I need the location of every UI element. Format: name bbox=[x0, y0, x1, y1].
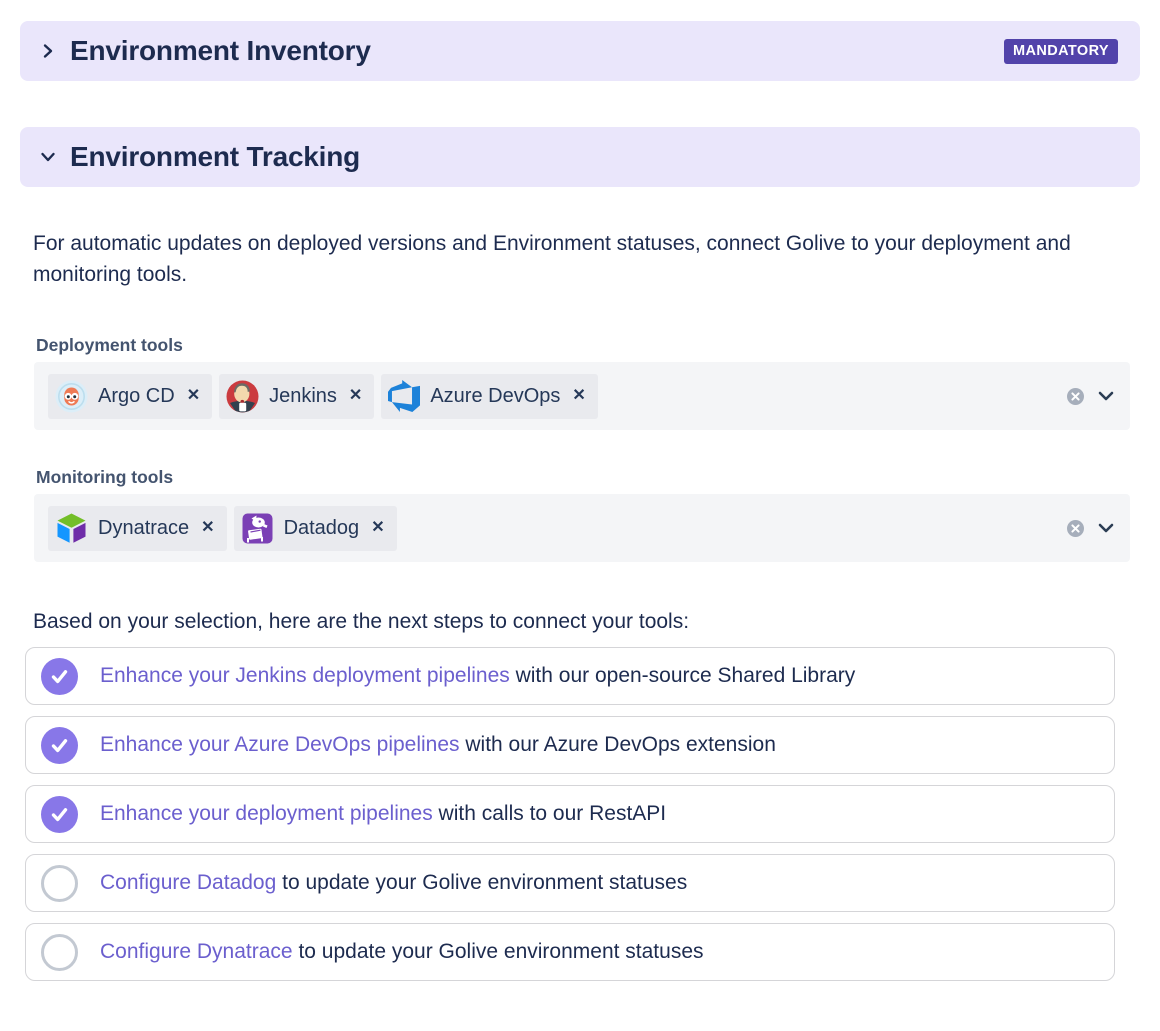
chevron-right-icon bbox=[40, 43, 56, 59]
step-link[interactable]: Configure Dynatrace bbox=[100, 940, 293, 963]
checkmark-icon bbox=[51, 807, 68, 821]
tag-remove-icon[interactable]: ✕ bbox=[186, 387, 201, 404]
tag: Azure DevOps ✕ bbox=[381, 373, 598, 419]
tag: Jenkins ✕ bbox=[219, 373, 375, 419]
step-text: to update your Golive environment status… bbox=[276, 871, 688, 894]
step-link[interactable]: Enhance your Azure DevOps pipelines bbox=[100, 733, 460, 756]
tag: Datadog ✕ bbox=[233, 505, 397, 551]
datadog-icon bbox=[241, 512, 274, 545]
step-text: with calls to our RestAPI bbox=[432, 802, 667, 825]
section-title: Environment Inventory bbox=[70, 35, 371, 66]
step-checkbox bbox=[41, 657, 78, 695]
checkmark-icon bbox=[51, 738, 68, 752]
chevron-down-icon[interactable] bbox=[1098, 523, 1114, 534]
tag-label: Jenkins bbox=[269, 384, 337, 407]
tag-label: Argo CD bbox=[98, 384, 175, 407]
checkmark-icon bbox=[51, 669, 68, 683]
monitoring-tools-label: Monitoring tools bbox=[36, 467, 174, 487]
step-link[interactable]: Enhance your deployment pipelines bbox=[100, 802, 433, 825]
clear-all-icon[interactable] bbox=[1067, 387, 1084, 405]
azure-devops-icon bbox=[388, 380, 421, 412]
clear-all-icon[interactable] bbox=[1067, 519, 1084, 537]
intro-text: For automatic updates on deployed versio… bbox=[33, 232, 1071, 286]
monitoring-tools-select[interactable]: Dynatrace ✕ Datadog ✕ bbox=[34, 494, 1130, 562]
mandatory-badge: MANDATORY bbox=[1004, 38, 1118, 64]
step-item: Enhance your Jenkins deployment pipeline… bbox=[25, 647, 1115, 705]
section-header-environment-inventory[interactable]: Environment Inventory MANDATORY bbox=[20, 21, 1140, 81]
step-text: to update your Golive environment status… bbox=[292, 940, 704, 963]
deployment-tools-label: Deployment tools bbox=[36, 335, 183, 355]
step-item: Enhance your Azure DevOps pipelines with… bbox=[25, 716, 1115, 774]
tag-label: Dynatrace bbox=[98, 516, 190, 539]
tag-remove-icon[interactable]: ✕ bbox=[348, 387, 363, 404]
deployment-tags: Argo CD ✕ Jenkins ✕ Azure DevOps ✕ bbox=[48, 373, 598, 419]
jenkins-icon bbox=[226, 380, 259, 413]
tag-remove-icon[interactable]: ✕ bbox=[371, 519, 385, 536]
step-checkbox bbox=[41, 726, 78, 764]
deployment-tools-select[interactable]: Argo CD ✕ Jenkins ✕ Azure DevOps ✕ bbox=[34, 362, 1130, 430]
step-checkbox bbox=[41, 933, 78, 971]
monitoring-tags: Dynatrace ✕ Datadog ✕ bbox=[48, 505, 397, 551]
step-link[interactable]: Configure Datadog bbox=[100, 871, 277, 894]
step-checkbox bbox=[41, 864, 78, 902]
tag-label: Azure DevOps bbox=[430, 384, 561, 407]
tag-remove-icon[interactable]: ✕ bbox=[572, 387, 586, 404]
step-text: with our open-source Shared Library bbox=[509, 664, 856, 687]
tag: Dynatrace ✕ bbox=[48, 505, 227, 551]
section-title: Environment Tracking bbox=[70, 141, 361, 172]
steps-list: Enhance your Jenkins deployment pipeline… bbox=[0, 647, 1160, 981]
chevron-down-icon bbox=[40, 149, 56, 165]
chevron-down-icon[interactable] bbox=[1098, 391, 1114, 402]
dynatrace-icon bbox=[55, 512, 88, 545]
step-item: Configure Dynatrace to update your Goliv… bbox=[25, 923, 1115, 981]
argo-cd-icon bbox=[55, 380, 88, 413]
tag-remove-icon[interactable]: ✕ bbox=[201, 519, 215, 536]
section-header-environment-tracking[interactable]: Environment Tracking bbox=[20, 127, 1140, 187]
steps-intro-text: Based on your selection, here are the ne… bbox=[33, 610, 690, 633]
step-link[interactable]: Enhance your Jenkins deployment pipeline… bbox=[100, 664, 510, 687]
step-text: with our Azure DevOps extension bbox=[459, 733, 776, 756]
step-item: Configure Datadog to update your Golive … bbox=[25, 854, 1115, 912]
step-item: Enhance your deployment pipelines with c… bbox=[25, 785, 1115, 843]
step-checkbox bbox=[41, 795, 78, 833]
tag-label: Datadog bbox=[283, 516, 360, 539]
tag: Argo CD ✕ bbox=[48, 373, 213, 419]
